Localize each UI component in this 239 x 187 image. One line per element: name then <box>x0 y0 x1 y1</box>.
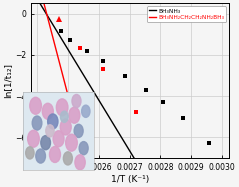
Ellipse shape <box>79 142 88 155</box>
Ellipse shape <box>30 97 41 114</box>
Ellipse shape <box>41 136 50 150</box>
Y-axis label: ln[1/t₁₂]: ln[1/t₁₂] <box>4 63 12 98</box>
X-axis label: 1/T (K⁻¹): 1/T (K⁻¹) <box>111 174 149 183</box>
Legend: BH₃NH₃, BH₃NH₂CH₂CH₂NH₂BH₃: BH₃NH₃, BH₃NH₂CH₂CH₂NH₂BH₃ <box>147 6 226 22</box>
Ellipse shape <box>28 130 39 147</box>
Ellipse shape <box>81 105 90 117</box>
Ellipse shape <box>53 131 64 147</box>
Ellipse shape <box>74 124 83 137</box>
Ellipse shape <box>48 114 58 129</box>
Ellipse shape <box>26 147 34 159</box>
Ellipse shape <box>56 99 68 116</box>
Ellipse shape <box>32 116 42 130</box>
Ellipse shape <box>72 94 81 108</box>
Ellipse shape <box>46 125 54 137</box>
Ellipse shape <box>49 146 60 163</box>
Ellipse shape <box>66 134 77 151</box>
Ellipse shape <box>75 155 85 170</box>
Ellipse shape <box>60 119 71 135</box>
Ellipse shape <box>42 103 53 119</box>
Ellipse shape <box>69 107 80 123</box>
Ellipse shape <box>63 152 72 165</box>
Ellipse shape <box>60 111 68 122</box>
Ellipse shape <box>36 149 45 163</box>
